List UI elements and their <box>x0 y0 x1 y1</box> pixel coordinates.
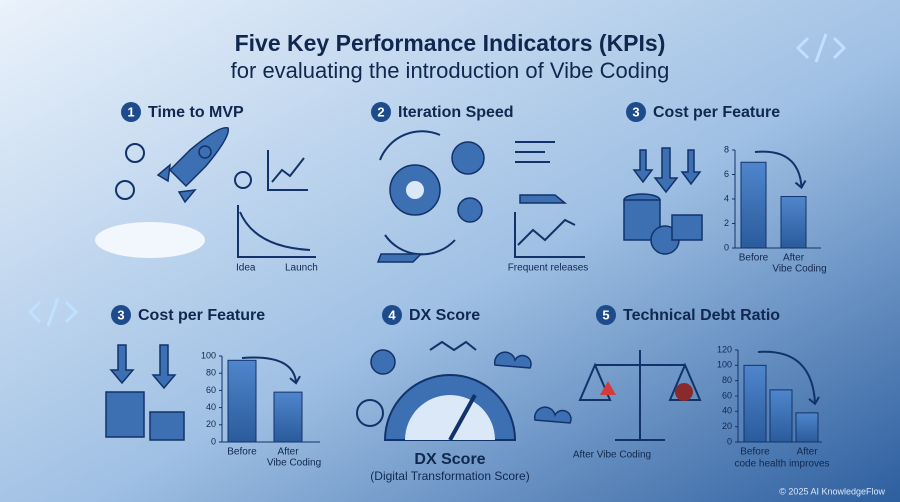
bar <box>769 389 793 443</box>
y-tick-label: 60 <box>206 385 216 395</box>
badge <box>121 102 141 122</box>
title: Five Key Performance Indicators (KPIs) <box>235 30 666 56</box>
panel-title: Time to MVP <box>148 104 244 121</box>
bar <box>780 196 807 249</box>
badge-number: 3 <box>632 104 639 119</box>
trend-arrow <box>757 350 820 406</box>
label: Launch <box>285 263 318 274</box>
subtitle: for evaluating the introduction of Vibe … <box>231 58 670 83</box>
bar <box>273 391 303 443</box>
badge-number: 5 <box>602 307 609 322</box>
y-tick-label: 100 <box>201 350 216 360</box>
x-caption: code health improves <box>734 459 829 470</box>
y-tick-label: 4 <box>724 193 729 203</box>
badge <box>596 305 616 325</box>
y-tick-label: 8 <box>724 144 729 154</box>
badge-number: 4 <box>388 307 396 322</box>
badge <box>626 102 646 122</box>
caption: After Vibe Coding <box>573 450 651 461</box>
y-tick-label: 80 <box>722 375 732 385</box>
rocket-icon <box>95 126 316 258</box>
coins-arrows <box>623 147 703 255</box>
y-tick-label: 80 <box>206 368 216 378</box>
bar <box>740 161 767 249</box>
y-tick-label: 60 <box>722 390 732 400</box>
x-label: Before <box>227 447 257 458</box>
panel-title: Technical Debt Ratio <box>623 307 780 324</box>
badge <box>382 305 402 325</box>
badge-number: 3 <box>117 307 124 322</box>
bar <box>227 359 257 443</box>
x-label: Before <box>739 253 769 264</box>
panel-title: Iteration Speed <box>398 104 514 121</box>
badge-number: 2 <box>377 104 384 119</box>
badge <box>371 102 391 122</box>
y-tick-label: 20 <box>722 421 732 431</box>
decor <box>27 33 847 327</box>
y-tick-label: 120 <box>717 344 732 354</box>
gauge-subtitle: (Digital Transformation Score) <box>370 469 529 483</box>
y-tick-label: 2 <box>724 218 729 228</box>
y-tick-label: 6 <box>724 169 729 179</box>
y-tick-label: 40 <box>206 402 216 412</box>
bar <box>743 364 767 443</box>
x-label: After <box>783 253 805 264</box>
gauge <box>356 340 572 441</box>
trend-arrow <box>754 150 807 190</box>
footer: © 2025 AI KnowledgeFlow <box>779 486 885 496</box>
x-label: After <box>277 447 299 458</box>
x-label: Vibe Coding <box>772 264 826 275</box>
y-tick-label: 0 <box>724 242 729 252</box>
y-tick-label: 40 <box>722 406 732 416</box>
x-label: After <box>796 447 818 458</box>
label: Frequent releases <box>508 263 589 274</box>
x-label: Before <box>740 447 770 458</box>
panel-title: DX Score <box>409 307 480 324</box>
x-label: Vibe Coding <box>267 458 321 469</box>
gauge-title: DX Score <box>414 451 485 468</box>
coins-arrows <box>105 344 185 441</box>
gears-icon <box>376 130 585 263</box>
y-tick-label: 100 <box>717 360 732 370</box>
scale <box>578 350 702 441</box>
label: Idea <box>236 263 256 274</box>
panel-title: Cost per Feature <box>138 307 265 324</box>
trend-arrow <box>241 356 301 385</box>
y-tick-label: 0 <box>727 436 732 446</box>
panel-title: Cost per Feature <box>653 104 780 121</box>
y-tick-label: 0 <box>211 436 216 446</box>
panel-headers: 1 Time to MVP 2 Iteration Speed 3 Cost per Fe… <box>111 102 780 325</box>
y-tick-label: 20 <box>206 419 216 429</box>
bar <box>795 412 819 443</box>
badge <box>111 305 131 325</box>
badge-number: 1 <box>127 104 134 119</box>
